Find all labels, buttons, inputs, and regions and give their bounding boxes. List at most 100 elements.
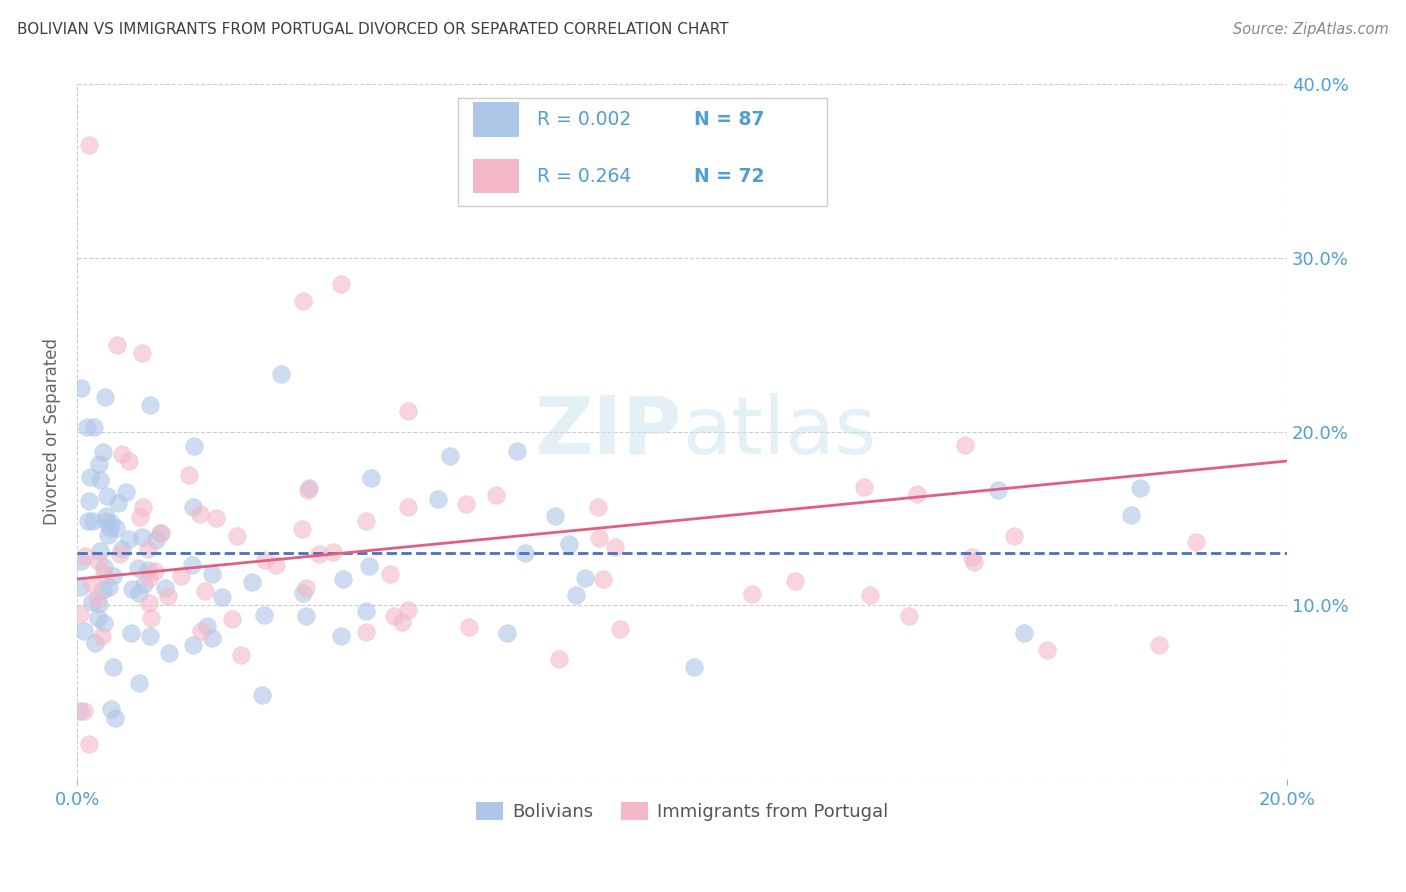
Point: [201, 567, 224, 582]
Point: [180, 558, 202, 572]
Point: [89, 597, 111, 611]
Point: [295, 581, 318, 595]
Point: [1035, 642, 1057, 657]
Point: [382, 608, 405, 623]
Text: R = 0.264: R = 0.264: [537, 167, 631, 186]
Point: [544, 509, 567, 524]
Point: [101, 660, 124, 674]
Point: [495, 625, 517, 640]
Point: [322, 545, 344, 559]
Point: [253, 553, 276, 567]
Point: [97, 580, 120, 594]
Point: [225, 529, 247, 543]
Text: atlas: atlas: [682, 392, 876, 470]
Text: BOLIVIAN VS IMMIGRANTS FROM PORTUGAL DIVORCED OR SEPARATED CORRELATION CHART: BOLIVIAN VS IMMIGRANTS FROM PORTUGAL DIV…: [17, 22, 728, 37]
Point: [100, 516, 122, 530]
Point: [963, 555, 986, 569]
Point: [426, 491, 449, 506]
Point: [356, 604, 378, 618]
Point: [90, 629, 112, 643]
Point: [181, 500, 204, 515]
Point: [91, 445, 114, 459]
Point: [101, 569, 124, 583]
Point: [89, 457, 111, 471]
Point: [295, 609, 318, 624]
Point: [329, 277, 352, 291]
Point: [153, 581, 176, 595]
Point: [783, 574, 806, 588]
Point: [110, 541, 132, 556]
Point: [1014, 625, 1036, 640]
Point: [89, 473, 111, 487]
Point: [149, 526, 172, 541]
Point: [1185, 534, 1208, 549]
Point: [558, 537, 581, 551]
Point: [107, 496, 129, 510]
Point: [73, 704, 96, 718]
Point: [240, 574, 263, 589]
Point: [741, 587, 763, 601]
Point: [897, 609, 920, 624]
Point: [391, 615, 413, 630]
Point: [183, 438, 205, 452]
Point: [291, 586, 314, 600]
Point: [108, 547, 131, 561]
FancyBboxPatch shape: [472, 159, 519, 194]
Point: [96, 489, 118, 503]
Point: [145, 533, 167, 547]
Text: N = 72: N = 72: [695, 167, 765, 186]
Point: [157, 646, 180, 660]
Point: [139, 399, 162, 413]
Point: [79, 470, 101, 484]
Point: [396, 404, 419, 418]
Point: [170, 569, 193, 583]
Point: [76, 420, 98, 434]
Point: [139, 629, 162, 643]
Point: [682, 660, 704, 674]
Point: [859, 588, 882, 602]
Point: [308, 547, 330, 561]
Point: [136, 563, 159, 577]
Point: [100, 702, 122, 716]
Point: [134, 576, 156, 591]
Point: [609, 622, 631, 636]
Point: [439, 449, 461, 463]
Point: [86, 592, 108, 607]
Point: [458, 620, 481, 634]
Point: [69, 554, 91, 568]
Point: [588, 500, 610, 514]
Point: [77, 138, 100, 153]
Point: [131, 346, 153, 360]
Point: [93, 560, 115, 574]
Point: [905, 487, 928, 501]
Point: [231, 648, 253, 663]
Point: [149, 526, 172, 541]
Point: [513, 546, 536, 560]
Point: [603, 541, 626, 555]
Point: [120, 626, 142, 640]
Point: [131, 530, 153, 544]
Point: [1121, 508, 1143, 522]
Point: [987, 483, 1010, 498]
Point: [93, 616, 115, 631]
Point: [354, 625, 377, 640]
Point: [97, 528, 120, 542]
Point: [86, 554, 108, 568]
Point: [564, 588, 586, 602]
Point: [82, 595, 104, 609]
Point: [118, 454, 141, 468]
Point: [190, 624, 212, 638]
Point: [87, 610, 110, 624]
Text: R = 0.002: R = 0.002: [537, 110, 631, 128]
Point: [485, 488, 508, 502]
Point: [104, 521, 127, 535]
Point: [111, 447, 134, 461]
Point: [195, 619, 218, 633]
Point: [105, 337, 128, 351]
Point: [91, 583, 114, 598]
Point: [588, 532, 610, 546]
Point: [547, 651, 569, 665]
Point: [82, 514, 104, 528]
Point: [138, 596, 160, 610]
Point: [270, 367, 292, 381]
